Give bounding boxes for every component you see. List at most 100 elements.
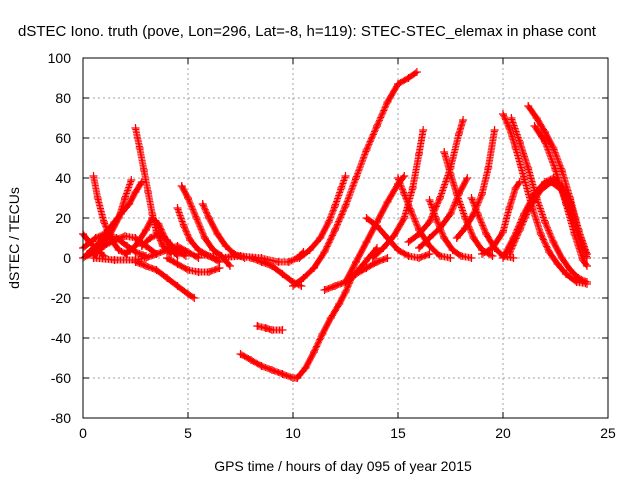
data-point xyxy=(184,290,192,298)
data-point xyxy=(482,230,491,238)
data-point xyxy=(373,258,381,266)
data-point xyxy=(320,248,329,256)
data-point xyxy=(352,174,360,182)
data-point xyxy=(499,254,507,262)
data-point xyxy=(578,256,587,264)
data-point xyxy=(545,248,554,256)
data-point xyxy=(142,254,150,262)
y-tick-label: 20 xyxy=(55,210,71,226)
data-point xyxy=(139,166,148,174)
data-point xyxy=(446,254,455,262)
data-point xyxy=(163,246,171,254)
data-series xyxy=(293,244,381,382)
data-series xyxy=(425,196,476,262)
y-tick-label: -20 xyxy=(51,290,71,306)
data-point xyxy=(478,190,486,198)
data-point xyxy=(415,254,423,262)
data-point xyxy=(566,266,575,274)
data-point xyxy=(373,122,381,130)
data-point xyxy=(541,128,549,136)
data-point xyxy=(520,174,528,182)
data-point xyxy=(341,288,350,296)
data-point xyxy=(184,248,192,256)
data-point xyxy=(173,242,182,250)
data-point xyxy=(383,98,392,106)
data-point xyxy=(142,226,150,234)
data-point xyxy=(293,374,302,382)
data-point xyxy=(305,246,314,254)
data-point xyxy=(198,200,207,208)
data-point xyxy=(142,262,150,270)
data-series xyxy=(341,172,409,286)
data-point xyxy=(257,362,266,370)
data-point xyxy=(515,138,524,146)
data-point xyxy=(541,218,549,226)
data-point xyxy=(194,268,203,276)
data-point xyxy=(226,262,234,270)
data-point xyxy=(163,274,171,282)
data-point xyxy=(137,242,146,250)
data-point xyxy=(331,226,339,234)
data-point xyxy=(236,350,245,358)
y-tick-label: 80 xyxy=(55,90,71,106)
data-point xyxy=(404,74,413,82)
data-point xyxy=(257,258,266,266)
data-point xyxy=(341,278,350,286)
data-point xyxy=(541,138,549,146)
data-point xyxy=(568,214,577,222)
data-point xyxy=(299,274,308,282)
data-point xyxy=(425,234,434,242)
data-point xyxy=(436,252,444,260)
data-point xyxy=(268,326,276,334)
data-point xyxy=(467,194,476,202)
data-point xyxy=(324,218,333,226)
data-point xyxy=(431,214,440,222)
data-point xyxy=(289,282,297,290)
data-point xyxy=(488,252,497,260)
data-series xyxy=(83,178,146,258)
data-point xyxy=(186,236,195,244)
data-point xyxy=(394,174,402,182)
data-point xyxy=(341,172,350,180)
data-point xyxy=(463,174,472,182)
data-point xyxy=(425,218,434,226)
data-series xyxy=(198,200,249,262)
chart-title: dSTEC Iono. truth (pove, Lon=296, Lat=-8… xyxy=(18,23,597,40)
data-series xyxy=(452,126,499,242)
data-point xyxy=(184,194,192,202)
data-series xyxy=(362,214,434,262)
data-point xyxy=(268,366,276,374)
data-point xyxy=(440,234,449,242)
data-series xyxy=(320,254,392,294)
data-point xyxy=(177,182,186,190)
tick-label-layer: 0 5 10 15 20 25 -80 -60 -40 -20 0 20 40 60 80 100 xyxy=(48,50,616,441)
data-point xyxy=(192,214,201,222)
plot-frame xyxy=(82,57,609,419)
data-point xyxy=(247,356,255,364)
data-point xyxy=(341,202,350,210)
data-point xyxy=(205,214,213,222)
data-point xyxy=(205,268,213,276)
data-point xyxy=(83,250,92,258)
data-point xyxy=(320,286,329,294)
data-point xyxy=(121,232,129,240)
data-point xyxy=(400,172,409,180)
data-point xyxy=(578,246,587,254)
data-point xyxy=(316,234,325,242)
data-point xyxy=(551,166,560,174)
data-point xyxy=(135,144,144,152)
data-point xyxy=(125,200,134,208)
data-point xyxy=(459,116,468,124)
data-point xyxy=(284,258,293,266)
data-point xyxy=(110,256,119,264)
x-tick-label: 5 xyxy=(184,425,192,441)
data-series xyxy=(368,126,428,262)
data-point xyxy=(425,242,434,250)
data-point xyxy=(226,252,234,260)
data-point xyxy=(131,256,140,264)
data-point xyxy=(173,204,182,212)
data-point xyxy=(383,254,392,262)
data-point xyxy=(362,146,371,154)
data-point xyxy=(253,322,262,330)
data-point xyxy=(152,266,161,274)
